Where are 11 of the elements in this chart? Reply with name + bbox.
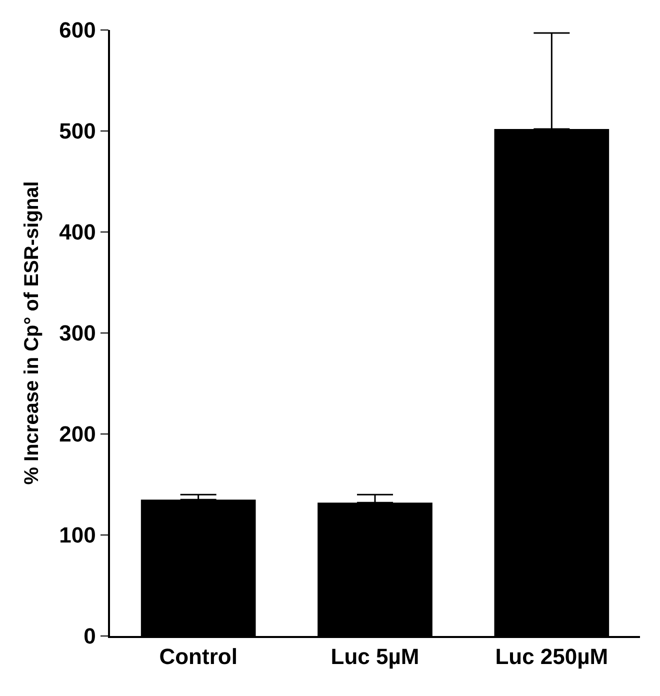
x-tick-label: Luc 250µM xyxy=(495,644,608,670)
x-tick-label: Luc 5µM xyxy=(330,644,420,670)
y-axis-title: % Increase in Cp° of ESR-signal xyxy=(21,181,44,485)
y-tick-label: 100 xyxy=(59,522,96,548)
y-tick-label: 500 xyxy=(59,118,96,144)
y-tick-label: 300 xyxy=(59,320,96,346)
y-tick-label: 600 xyxy=(59,18,96,43)
y-tick-label: 400 xyxy=(59,220,96,245)
x-tick-label: Control xyxy=(159,644,238,670)
y-tick-label: 200 xyxy=(59,422,96,447)
y-tick-label: 0 xyxy=(84,624,96,649)
